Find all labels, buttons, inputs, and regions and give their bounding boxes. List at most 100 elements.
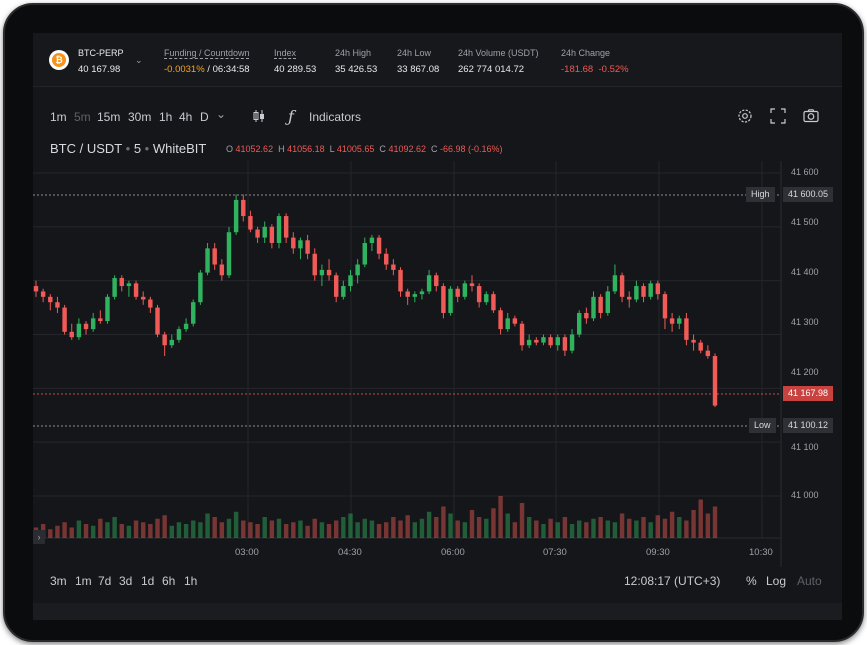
volume-bar bbox=[662, 518, 668, 538]
candle-body bbox=[441, 286, 446, 313]
change24-label: 24h Change bbox=[561, 48, 611, 58]
candle-body bbox=[305, 240, 310, 254]
funding-countdown: 06:34:58 bbox=[212, 64, 250, 75]
candle-body bbox=[276, 216, 282, 243]
volume-bar bbox=[627, 518, 632, 538]
symbol-name: BTC-PERP bbox=[78, 48, 124, 58]
candle-body bbox=[333, 275, 339, 297]
volume-bar bbox=[505, 513, 510, 538]
ohlc-values: O 41052.62 H 41056.18 L 41005.65 C 41092… bbox=[226, 144, 503, 154]
volume-bar bbox=[76, 520, 82, 538]
volume-bar bbox=[484, 518, 489, 538]
candle-body bbox=[283, 216, 289, 238]
funding-label[interactable]: Funding / Countdown bbox=[164, 48, 250, 58]
volume-bar bbox=[419, 518, 425, 538]
settings-icon[interactable] bbox=[736, 107, 754, 125]
volume-bar bbox=[462, 522, 468, 538]
timeframe-4h[interactable]: 4h bbox=[179, 110, 193, 124]
candle-body bbox=[541, 337, 546, 343]
volume-bar bbox=[191, 520, 196, 538]
candle-body bbox=[391, 264, 396, 270]
time-tick: 04:30 bbox=[338, 547, 362, 558]
candle-body bbox=[291, 237, 296, 249]
high-line-label: High bbox=[746, 187, 775, 202]
price-tick: 41 600 bbox=[791, 167, 819, 177]
volume-bar bbox=[605, 520, 611, 538]
candle-body bbox=[705, 350, 711, 357]
timeframe-more-chevron-icon[interactable]: ⌄ bbox=[216, 107, 227, 121]
funding-rate: -0.0031% bbox=[164, 64, 205, 75]
fullscreen-icon[interactable] bbox=[769, 107, 787, 125]
candlestick-chart[interactable] bbox=[33, 33, 842, 567]
volume-bar bbox=[83, 524, 89, 538]
time-tick: 10:30 bbox=[749, 547, 773, 558]
fx-icon[interactable]: ƒ bbox=[288, 107, 294, 126]
candle-body bbox=[584, 312, 589, 319]
volume-bar bbox=[562, 517, 568, 538]
volume-bar bbox=[55, 525, 60, 538]
range-7d[interactable]: 7d bbox=[98, 574, 112, 588]
expand-arrow-icon[interactable]: › bbox=[33, 530, 45, 544]
candle-body bbox=[691, 339, 696, 343]
candle-body bbox=[76, 323, 82, 338]
candle-body bbox=[212, 248, 217, 265]
candle-body bbox=[384, 253, 389, 265]
auto-toggle[interactable]: Auto bbox=[797, 574, 822, 588]
high-value: 41056.18 bbox=[287, 144, 325, 154]
candle-body bbox=[298, 240, 303, 249]
candle-body bbox=[162, 334, 167, 346]
candle-body bbox=[183, 323, 189, 330]
candle-body bbox=[341, 286, 346, 297]
ticker-header: ₿ BTC-PERP 40 167.98 ⌄ Funding / Countdo… bbox=[33, 33, 842, 87]
timeframe-1h[interactable]: 1h bbox=[159, 110, 173, 124]
volume-bar bbox=[133, 520, 139, 538]
utc-clock[interactable]: 12:08:17 (UTC+3) bbox=[624, 574, 721, 588]
volume-bar bbox=[476, 517, 482, 538]
range-3m[interactable]: 3m bbox=[50, 574, 67, 588]
candle-body bbox=[376, 237, 382, 254]
chevron-down-icon[interactable]: ⌄ bbox=[135, 55, 143, 65]
volume-bar bbox=[712, 506, 718, 538]
timeframe-d[interactable]: D bbox=[200, 110, 209, 124]
candle-body bbox=[269, 226, 275, 243]
high-line-value: 41 600.05 bbox=[783, 187, 834, 202]
symbol-selector[interactable]: BTC-PERP 40 167.98 bbox=[78, 48, 124, 75]
percent-toggle[interactable]: % bbox=[746, 574, 757, 588]
timeframe-15m[interactable]: 15m bbox=[97, 110, 121, 124]
candle-body bbox=[627, 296, 632, 300]
log-toggle[interactable]: Log bbox=[766, 574, 787, 588]
time-tick: 03:00 bbox=[235, 547, 259, 558]
candle-type-icon[interactable] bbox=[252, 109, 266, 123]
range-1m[interactable]: 1m bbox=[75, 574, 92, 588]
volume-bar bbox=[405, 515, 410, 538]
range-1d[interactable]: 1d bbox=[141, 574, 155, 588]
volume24-label: 24h Volume (USDT) bbox=[458, 48, 539, 58]
timeframe-5m[interactable]: 5m bbox=[74, 110, 91, 124]
candle-body bbox=[191, 302, 196, 324]
interval-value: 5 bbox=[133, 141, 142, 156]
volume-bar bbox=[469, 510, 475, 538]
volume-bar bbox=[148, 524, 153, 538]
time-tick: 06:00 bbox=[441, 547, 465, 558]
candle-body bbox=[476, 286, 482, 303]
candle-body bbox=[133, 283, 139, 297]
range-6h[interactable]: 6h bbox=[162, 574, 176, 588]
candle-body bbox=[248, 216, 253, 230]
candle-body bbox=[491, 294, 496, 311]
change24-abs: -181.68 bbox=[561, 64, 594, 75]
timeframe-30m[interactable]: 30m bbox=[128, 110, 152, 124]
range-1h[interactable]: 1h bbox=[184, 574, 198, 588]
camera-icon[interactable] bbox=[802, 107, 820, 125]
volume-bar bbox=[369, 520, 375, 538]
candle-body bbox=[669, 318, 675, 324]
volume-bar bbox=[698, 499, 703, 538]
volume-bar bbox=[126, 525, 132, 538]
indicators-button[interactable]: Indicators bbox=[309, 110, 362, 124]
timeframe-1m[interactable]: 1m bbox=[50, 110, 67, 124]
candle-body bbox=[512, 318, 518, 324]
index-label[interactable]: Index bbox=[274, 48, 297, 58]
volume-bar bbox=[584, 522, 589, 538]
pair-name: BTC / USDT bbox=[50, 141, 122, 156]
time-tick: 07:30 bbox=[543, 547, 567, 558]
range-3d[interactable]: 3d bbox=[119, 574, 133, 588]
